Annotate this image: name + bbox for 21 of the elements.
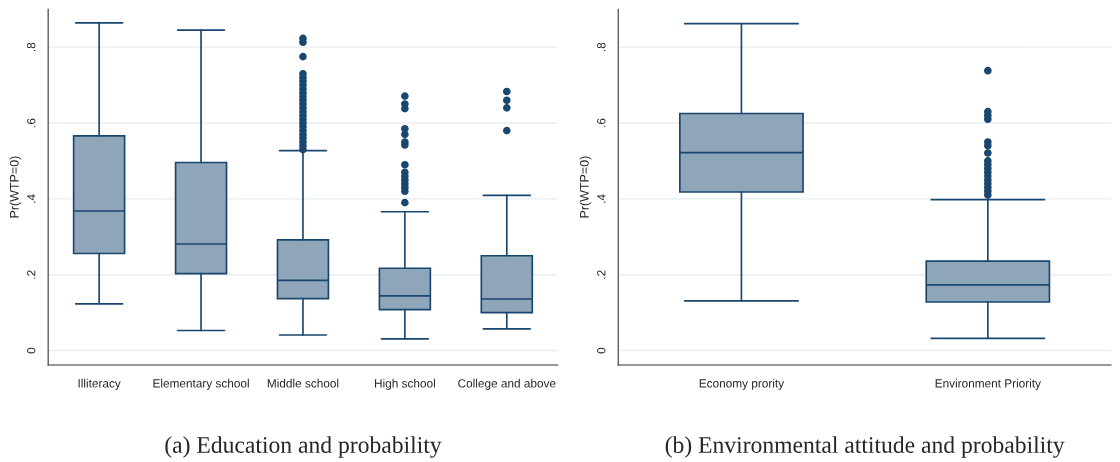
- y-tick-label: 0: [597, 347, 606, 354]
- y-tick-label: .8: [27, 42, 36, 52]
- y-tick-label: .2: [597, 270, 606, 279]
- y-tick-label: .4: [597, 194, 606, 203]
- y-axis-title: Pr(WTP=0): [579, 156, 592, 218]
- x-tick-label: Elementary school: [153, 378, 249, 390]
- y-tick-label: .8: [597, 42, 606, 52]
- x-tick-label: Economy prority: [699, 378, 785, 390]
- y-tick-label: .6: [27, 118, 36, 127]
- text: (a) Education and probability: [165, 436, 442, 458]
- y-tick-label: .6: [597, 118, 606, 127]
- y-axis-title: Pr(WTP=0): [9, 156, 22, 218]
- x-tick-label: High school: [375, 378, 435, 390]
- x-tick-label: College and above: [458, 378, 556, 390]
- x-tick-label: Environment Priority: [935, 378, 1041, 390]
- x-tick-label: Illiteracy: [78, 378, 121, 390]
- y-tick-label: .4: [27, 194, 36, 203]
- x-tick-label: Middle school: [267, 378, 339, 388]
- text: (b) Environmental attitude and probability: [665, 436, 1065, 458]
- y-tick-label: .2: [27, 270, 36, 279]
- y-tick-label: 0: [27, 347, 36, 354]
